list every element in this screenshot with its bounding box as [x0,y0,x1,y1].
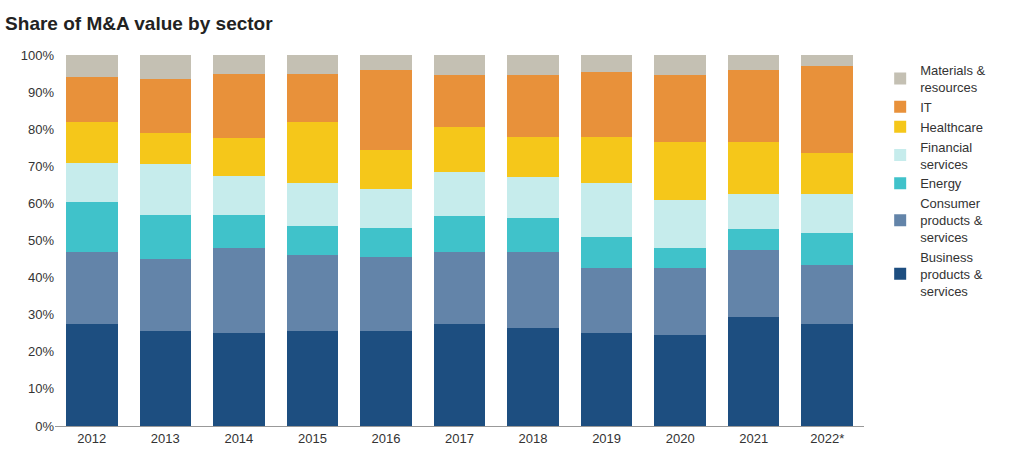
svg-text:20%: 20% [28,344,54,359]
svg-text:50%: 50% [28,233,54,248]
svg-text:90%: 90% [28,85,54,100]
svg-text:Financialservices: Financialservices [920,140,972,172]
svg-text:2015: 2015 [298,431,327,446]
svg-text:2018: 2018 [519,431,548,446]
svg-text:2021: 2021 [739,431,768,446]
svg-text:0%: 0% [35,419,54,434]
svg-text:2013: 2013 [151,431,180,446]
svg-text:2022*: 2022* [810,431,844,446]
svg-text:Share of M&A value by sector: Share of M&A value by sector [5,13,273,34]
svg-text:30%: 30% [28,307,54,322]
svg-text:80%: 80% [28,122,54,137]
svg-text:2020: 2020 [666,431,695,446]
svg-text:2012: 2012 [77,431,106,446]
svg-text:2019: 2019 [592,431,621,446]
svg-text:2017: 2017 [445,431,474,446]
svg-text:Energy: Energy [920,176,962,191]
svg-text:10%: 10% [28,381,54,396]
svg-text:Materials &resources: Materials &resources [920,63,985,95]
svg-text:Healthcare: Healthcare [920,120,983,135]
svg-text:Businessproducts &services: Businessproducts &services [920,250,982,299]
svg-text:70%: 70% [28,159,54,174]
svg-text:Consumerproducts &services: Consumerproducts &services [920,196,982,245]
svg-text:100%: 100% [21,48,55,63]
svg-text:2016: 2016 [371,431,400,446]
svg-text:2014: 2014 [224,431,253,446]
svg-text:IT: IT [920,100,932,115]
svg-text:60%: 60% [28,196,54,211]
svg-text:40%: 40% [28,270,54,285]
